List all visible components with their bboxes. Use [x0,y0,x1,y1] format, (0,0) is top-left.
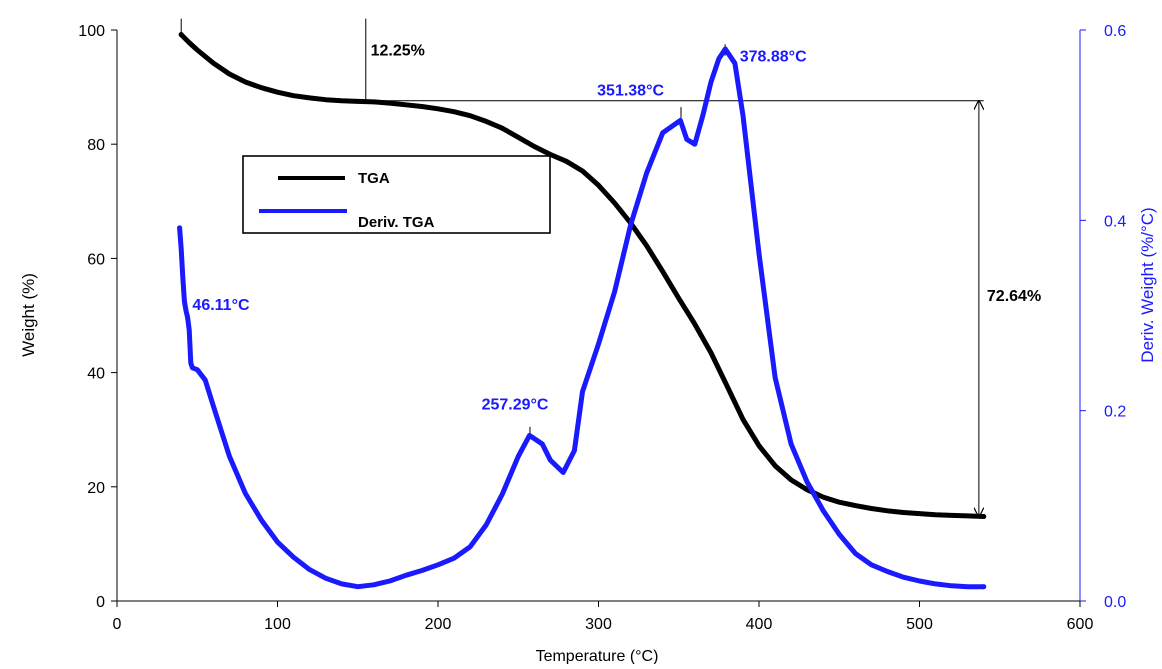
y-left-tick-label: 20 [87,480,105,497]
axes-group: 0 100 200 300 400 500 600 0 20 40 60 80 100 0.0 0.2 0.4… [78,23,1126,633]
annotations-group: 12.25% 72.64% 351.38°C 378.88°C 257.29°C 46.1… [192,43,1041,414]
series-point [177,225,183,231]
series-point [178,32,184,38]
legend-label-dtga: Deriv. TGA [358,214,435,231]
annotation-label: 378.88°C [740,48,807,65]
legend-label-tga: TGA [358,170,390,187]
annotation-label: 257.29°C [482,397,549,414]
legend: TGA Deriv. TGA [242,155,551,234]
x-tick-label: 100 [264,616,291,633]
annotation-label: 46.11°C [192,297,250,314]
annotation-label: 12.25% [371,43,425,60]
y-left-tick-label: 60 [87,251,105,268]
y-right-axis-title: Deriv. Weight (%/°C) [1138,207,1157,362]
y-right-tick-label: 0.4 [1104,213,1126,230]
x-tick-label: 0 [113,616,122,633]
x-tick-label: 400 [746,616,773,633]
series-group [177,32,987,590]
annotation-lines-group [180,18,984,517]
x-tick-label: 500 [906,616,933,633]
y-left-tick-label: 40 [87,366,105,383]
y-right-tick-label: 0.0 [1104,594,1126,611]
y-left-tick-label: 80 [87,137,105,154]
series-point [981,513,987,519]
x-tick-label: 300 [585,616,612,633]
x-tick-label: 200 [425,616,452,633]
tga-series-line [178,32,987,519]
legend-box [242,155,551,234]
y-left-axis-title: Weight (%) [19,273,38,357]
y-left-tick-label: 100 [78,23,105,40]
dtga-series-line [177,46,987,590]
annotation-label: 351.38°C [597,83,664,100]
x-tick-label: 600 [1067,616,1094,633]
x-axis-title: Temperature (°C) [536,648,659,664]
y-left-tick-label: 0 [96,594,105,611]
series-point [981,584,987,590]
y-right-tick-label: 0.2 [1104,404,1126,421]
annotation-label: 72.64% [987,288,1041,305]
y-right-tick-label: 0.6 [1104,23,1126,40]
